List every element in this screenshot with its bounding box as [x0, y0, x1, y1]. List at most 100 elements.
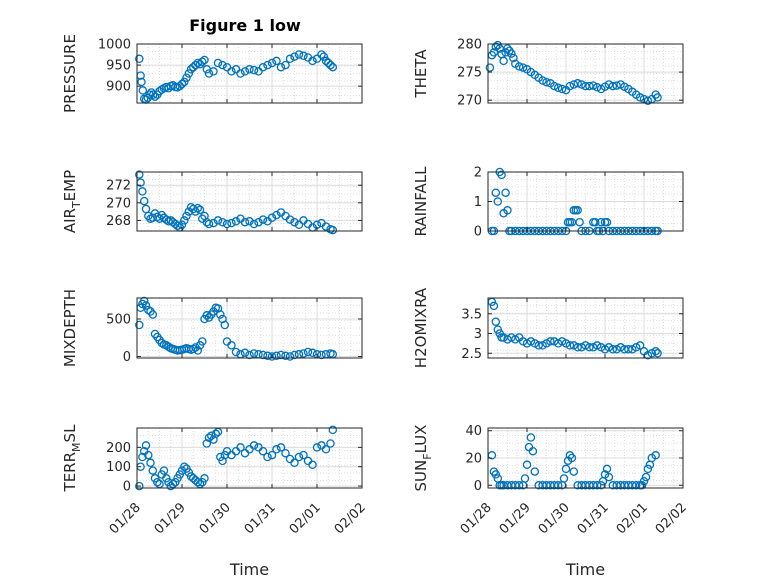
data-point [153, 477, 162, 487]
data-point [491, 470, 501, 479]
data-point [186, 65, 196, 74]
data-point [240, 217, 250, 227]
x-tick-label: 01/30 [536, 500, 573, 537]
data-point [317, 50, 326, 59]
data-point [189, 344, 198, 354]
data-point [135, 481, 144, 491]
data-point [491, 188, 501, 197]
data-point [581, 341, 590, 350]
data-point [141, 301, 151, 310]
data-point [231, 347, 241, 357]
data-point [491, 317, 501, 326]
data-point [157, 338, 167, 348]
data-point [209, 218, 218, 228]
data-point [193, 346, 203, 355]
data-point [281, 448, 290, 458]
subplot-4: 0 1 2 RAINFALL [412, 166, 684, 240]
data-point [567, 453, 577, 463]
data-point [164, 342, 173, 352]
data-point [222, 62, 232, 72]
data-point [653, 93, 662, 102]
data-point [491, 42, 501, 52]
data-point [144, 305, 153, 315]
data-point [569, 467, 579, 476]
data-point [139, 196, 149, 206]
data-point [184, 69, 194, 78]
data-point [200, 55, 209, 65]
data-point [290, 217, 299, 227]
data-point [534, 341, 543, 350]
data-point [303, 347, 313, 357]
data-point [182, 73, 191, 82]
data-point [218, 217, 227, 227]
data-point [577, 80, 586, 89]
data-point [245, 350, 254, 360]
data-point [135, 170, 144, 179]
data-point [245, 217, 254, 226]
data-point [290, 52, 299, 61]
data-point [290, 350, 299, 360]
data-point [231, 217, 241, 226]
data-point [138, 86, 148, 95]
data-point [285, 215, 295, 224]
data-point [538, 76, 547, 85]
data-point [550, 81, 559, 91]
data-point [631, 481, 641, 490]
x-tick-label: 02/02 [332, 500, 369, 537]
data-point [641, 472, 651, 482]
data-point [236, 443, 245, 452]
data-point [604, 80, 614, 89]
data-point [180, 462, 189, 471]
data-point [148, 90, 158, 99]
data-point [312, 443, 322, 452]
data-point [499, 56, 508, 66]
subplot-3: 268 270 272 AIRTEMP [61, 170, 363, 235]
y-tick-label: 270 [457, 94, 482, 109]
data-point [308, 56, 317, 66]
y-axis-label: PRESSURE [61, 34, 79, 113]
data-point [608, 345, 618, 354]
data-point [565, 81, 575, 91]
data-point [193, 203, 203, 213]
y-axis-label: H2OMIXRA [412, 287, 430, 368]
data-point [299, 450, 308, 460]
data-point [507, 49, 516, 58]
y-axis-label: MIXDEPTH [61, 289, 79, 367]
data-point [141, 441, 151, 450]
data-point [137, 77, 146, 87]
data-point [501, 188, 510, 197]
data-point [637, 481, 647, 490]
data-point [173, 221, 182, 230]
x-tick-label: 02/01 [287, 500, 324, 537]
x-tick-label: 01/28 [107, 500, 144, 537]
data-point [272, 210, 281, 220]
data-point [546, 337, 555, 346]
data-point [575, 217, 584, 227]
data-point [317, 441, 326, 450]
x-tick-label: 01/31 [242, 500, 279, 537]
data-point [177, 79, 187, 89]
y-tick-label: 3 [474, 327, 482, 342]
data-point [267, 213, 277, 223]
data-point [553, 83, 563, 93]
x-axis-label: Time [229, 560, 269, 579]
subplot-6: 2.5 3 3.5 H2OMIXRA [412, 287, 684, 368]
data-point [258, 446, 268, 456]
y-tick-label: 100 [106, 460, 131, 475]
data-point [643, 464, 653, 474]
data-point [213, 58, 223, 68]
data-point [216, 310, 225, 319]
data-point [299, 349, 308, 358]
data-point [263, 60, 272, 70]
y-tick-label: 275 [457, 66, 482, 81]
y-tick-label: 3.5 [461, 307, 482, 322]
data-point [321, 222, 331, 231]
data-point [308, 460, 317, 470]
data-point [220, 320, 230, 330]
data-point [135, 54, 144, 64]
data-point [146, 458, 155, 468]
data-point [258, 350, 268, 360]
data-point [514, 481, 524, 490]
data-point [520, 474, 530, 483]
data-point [651, 347, 660, 356]
